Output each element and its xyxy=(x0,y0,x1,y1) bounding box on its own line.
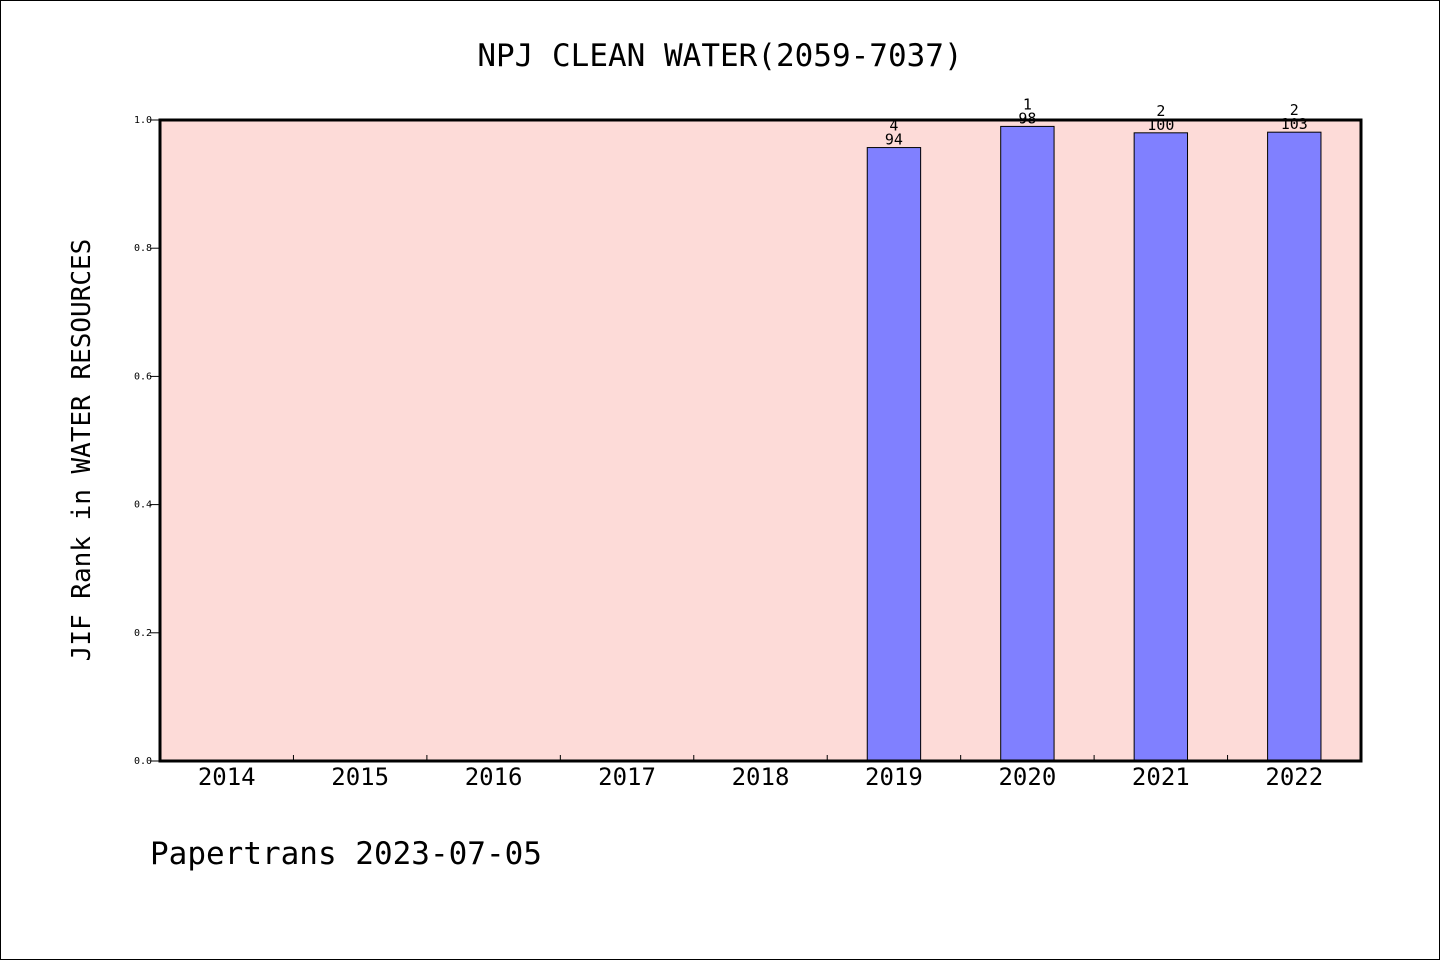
bar-2020 xyxy=(1000,125,1055,762)
y-ticks: 0.0 0.2 0.4 0.6 0.8 1.0 xyxy=(134,115,160,767)
x-tick-label: 2017 xyxy=(598,763,656,791)
y-tick-label: 0.0 xyxy=(134,756,152,767)
bar-rank-label: 4 xyxy=(889,117,898,135)
bars xyxy=(866,125,1322,762)
x-tick-label: 2022 xyxy=(1265,763,1323,791)
x-tick-label: 2016 xyxy=(465,763,523,791)
y-tick-label: 0.8 xyxy=(134,243,152,254)
bar-2019 xyxy=(866,147,922,762)
bar-total-label: 103 xyxy=(1281,115,1308,133)
bar-2022 xyxy=(1267,131,1322,762)
bar-total-label: 98 xyxy=(1018,109,1036,127)
bar-2021 xyxy=(1133,132,1189,762)
x-tick-label: 2015 xyxy=(331,763,389,791)
y-axis-label: JIF Rank in WATER RESOURCES xyxy=(67,239,97,662)
y-tick-label: 0.4 xyxy=(134,500,152,511)
bar-rank-label: 2 xyxy=(1290,101,1299,119)
x-tick-label: 2021 xyxy=(1132,763,1190,791)
bar-rank-label: 1 xyxy=(1023,95,1032,113)
chart-title: NPJ CLEAN WATER(2059-7037) xyxy=(477,38,962,74)
x-tick-label: 2014 xyxy=(198,763,256,791)
x-tick-label: 2020 xyxy=(998,763,1056,791)
y-tick-label: 0.2 xyxy=(134,628,152,639)
plot-border xyxy=(158,118,1363,763)
x-tick-label: 2019 xyxy=(865,763,923,791)
x-ticks: 2014 2015 2016 2017 2018 2019 2020 2021 2022 xyxy=(198,755,1323,791)
bar-rank-label: 2 xyxy=(1156,102,1165,120)
footer-text: Papertrans 2023-07-05 xyxy=(150,836,542,872)
y-tick-label: 0.6 xyxy=(134,371,152,382)
y-tick-label: 1.0 xyxy=(134,115,152,126)
x-tick-label: 2018 xyxy=(732,763,790,791)
bar-total-label: 94 xyxy=(885,131,903,149)
